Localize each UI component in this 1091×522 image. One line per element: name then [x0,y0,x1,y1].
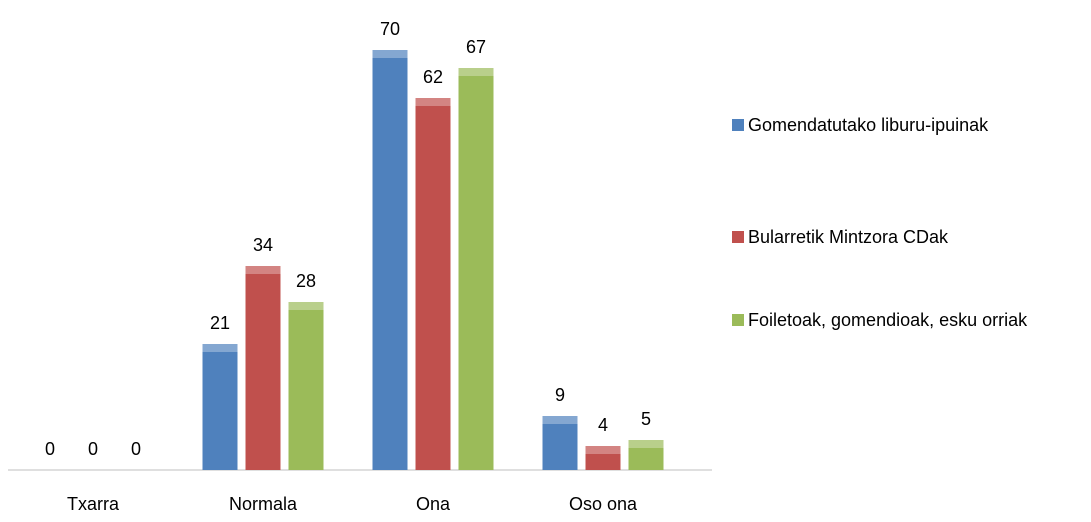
bar [372,50,408,470]
bar [542,416,578,470]
bar-bevel [458,68,494,76]
bar [245,266,281,470]
value-label: 67 [466,37,486,57]
bar-bevel [202,344,238,352]
legend-swatch [732,314,744,326]
x-tick-label: Normala [229,494,298,514]
legend-item: Bularretik Mintzora CDak [732,222,1082,252]
value-label: 9 [555,385,565,405]
bar-bevel [628,440,664,448]
legend-label: Gomendatutako liburu-ipuinak [748,115,989,135]
value-label: 28 [296,271,316,291]
bar [415,98,451,470]
x-tick-label: Oso ona [569,494,638,514]
value-label: 0 [88,439,98,459]
bar-bevel [245,266,281,274]
value-label: 0 [45,439,55,459]
bar [585,446,621,470]
bar-bevel [372,50,408,58]
legend-swatch [732,119,744,131]
legend-label: Bularretik Mintzora CDak [748,227,949,247]
legend-item: Foiletoak, gomendioak, esku orriak [732,305,1082,335]
bar [288,302,324,470]
x-tick-label: Ona [416,494,451,514]
value-label: 4 [598,415,608,435]
bar [458,68,494,470]
bar [628,440,664,470]
value-label: 5 [641,409,651,429]
bar-bevel [542,416,578,424]
x-tick-label: Txarra [67,494,120,514]
value-label: 34 [253,235,273,255]
bar-bevel [415,98,451,106]
legend-swatch [732,231,744,243]
legend-label: Foiletoak, gomendioak, esku orriak [748,310,1028,330]
bar-bevel [288,302,324,310]
bar-bevel [585,446,621,454]
bar [202,344,238,470]
chart: Txarra 0 0 0 Normala 21 34 28 Ona 70 62 67 Oso ona 9 4… [8,19,712,514]
value-label: 62 [423,67,443,87]
value-label: 0 [131,439,141,459]
legend-item: Gomendatutako liburu-ipuinak [732,110,1082,140]
value-label: 70 [380,19,400,39]
value-label: 21 [210,313,230,333]
